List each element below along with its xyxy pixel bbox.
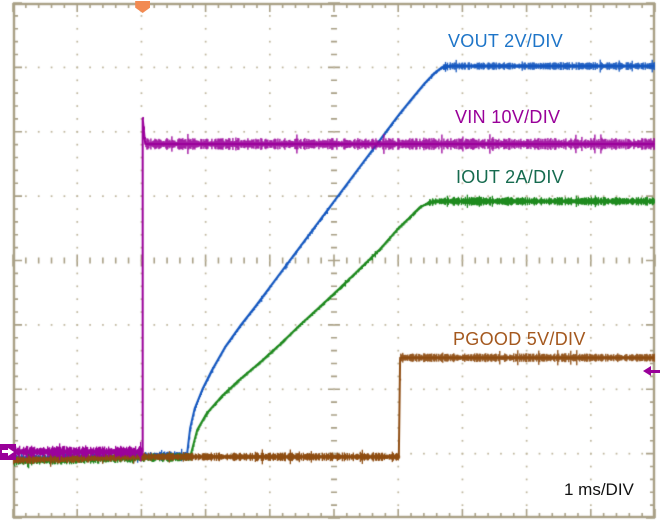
vin-trace-label: VIN 10V/DIV (455, 107, 561, 127)
trigger-level-marker (643, 365, 661, 378)
trigger-position-marker (135, 1, 151, 13)
right-arrow-icon (2, 450, 8, 454)
vin-reference-marker (0, 443, 16, 460)
iout-trace-label: IOUT 2A/DIV (456, 167, 564, 187)
pgood-trace-label: PGOOD 5V/DIV (453, 329, 586, 349)
vout-trace-label: VOUT 2V/DIV (448, 31, 564, 51)
left-arrow-icon (643, 366, 651, 377)
timebase-label: 1 ms/DIV (564, 480, 634, 499)
